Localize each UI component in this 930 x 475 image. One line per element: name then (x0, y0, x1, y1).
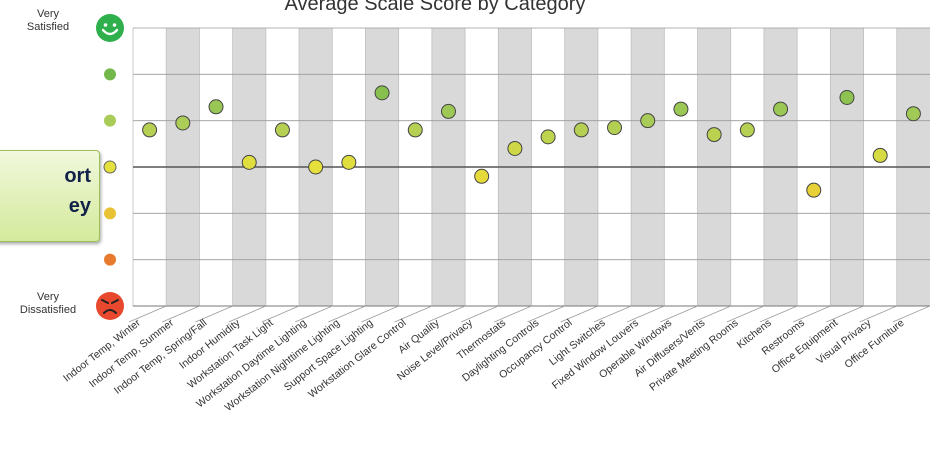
label-leader (726, 305, 765, 323)
label-leader (593, 305, 632, 323)
data-point (308, 159, 324, 175)
smiley-eye-icon (112, 23, 117, 27)
data-point (341, 154, 357, 170)
label-leader (427, 305, 466, 323)
data-point (607, 120, 623, 136)
label-leader (328, 305, 366, 323)
label-leader (826, 305, 864, 323)
data-point (839, 90, 855, 105)
angry-brow-icon (111, 299, 119, 304)
data-point (806, 182, 822, 198)
data-point (274, 122, 290, 138)
data-point (507, 140, 523, 156)
scale-dot (104, 68, 116, 81)
badge-line-1: ort (64, 165, 91, 187)
label-leader (494, 305, 532, 323)
data-point (142, 122, 158, 138)
label-leader (162, 305, 200, 323)
label-leader (128, 305, 167, 323)
label-leader (626, 305, 665, 323)
data-point (407, 122, 423, 138)
scale-dot (104, 207, 116, 220)
scale-dot (104, 114, 116, 127)
smiley-face-icon (96, 14, 124, 42)
scale-dot (104, 253, 116, 266)
data-point (706, 127, 722, 143)
data-point (208, 99, 224, 115)
data-point (440, 103, 456, 119)
label-leader (228, 305, 266, 323)
angry-mouth-icon (103, 309, 117, 314)
data-point (175, 115, 191, 131)
data-point (673, 101, 689, 117)
badge: ort ey (0, 150, 100, 242)
data-point (773, 101, 789, 117)
smiley-mouth-icon (101, 28, 119, 36)
label-leader (394, 305, 433, 323)
label-leader (560, 305, 599, 323)
label-leader (660, 305, 698, 323)
data-point (241, 154, 257, 170)
label-leader (261, 305, 300, 323)
label-leader (759, 305, 798, 323)
data-point (374, 85, 390, 101)
label-leader (859, 305, 897, 323)
data-point (540, 129, 556, 145)
data-point (474, 168, 490, 184)
angry-brow-icon (101, 299, 109, 304)
data-point (905, 106, 921, 122)
label-leader (361, 305, 399, 323)
label-leader (294, 305, 333, 323)
scale-end-label: Very Dissatisfied (20, 291, 76, 316)
data-point (872, 147, 888, 163)
chart-title: Average Scale Score by Category (285, 0, 586, 15)
label-leader (527, 305, 565, 323)
smiley-eye-icon (103, 23, 108, 27)
label-leader (460, 305, 499, 323)
label-leader (793, 305, 831, 323)
label-leader (693, 305, 731, 323)
label-leader (195, 305, 233, 323)
angry-face-icon (96, 292, 124, 320)
data-point (640, 113, 656, 129)
data-point (573, 122, 589, 138)
category-label: Office Furniture (842, 317, 906, 371)
scale-end-label: Very Satisfied (27, 8, 69, 33)
scale-dot (103, 160, 117, 174)
label-leader (892, 305, 930, 323)
badge-line-2: ey (68, 195, 91, 217)
data-point (739, 122, 755, 138)
